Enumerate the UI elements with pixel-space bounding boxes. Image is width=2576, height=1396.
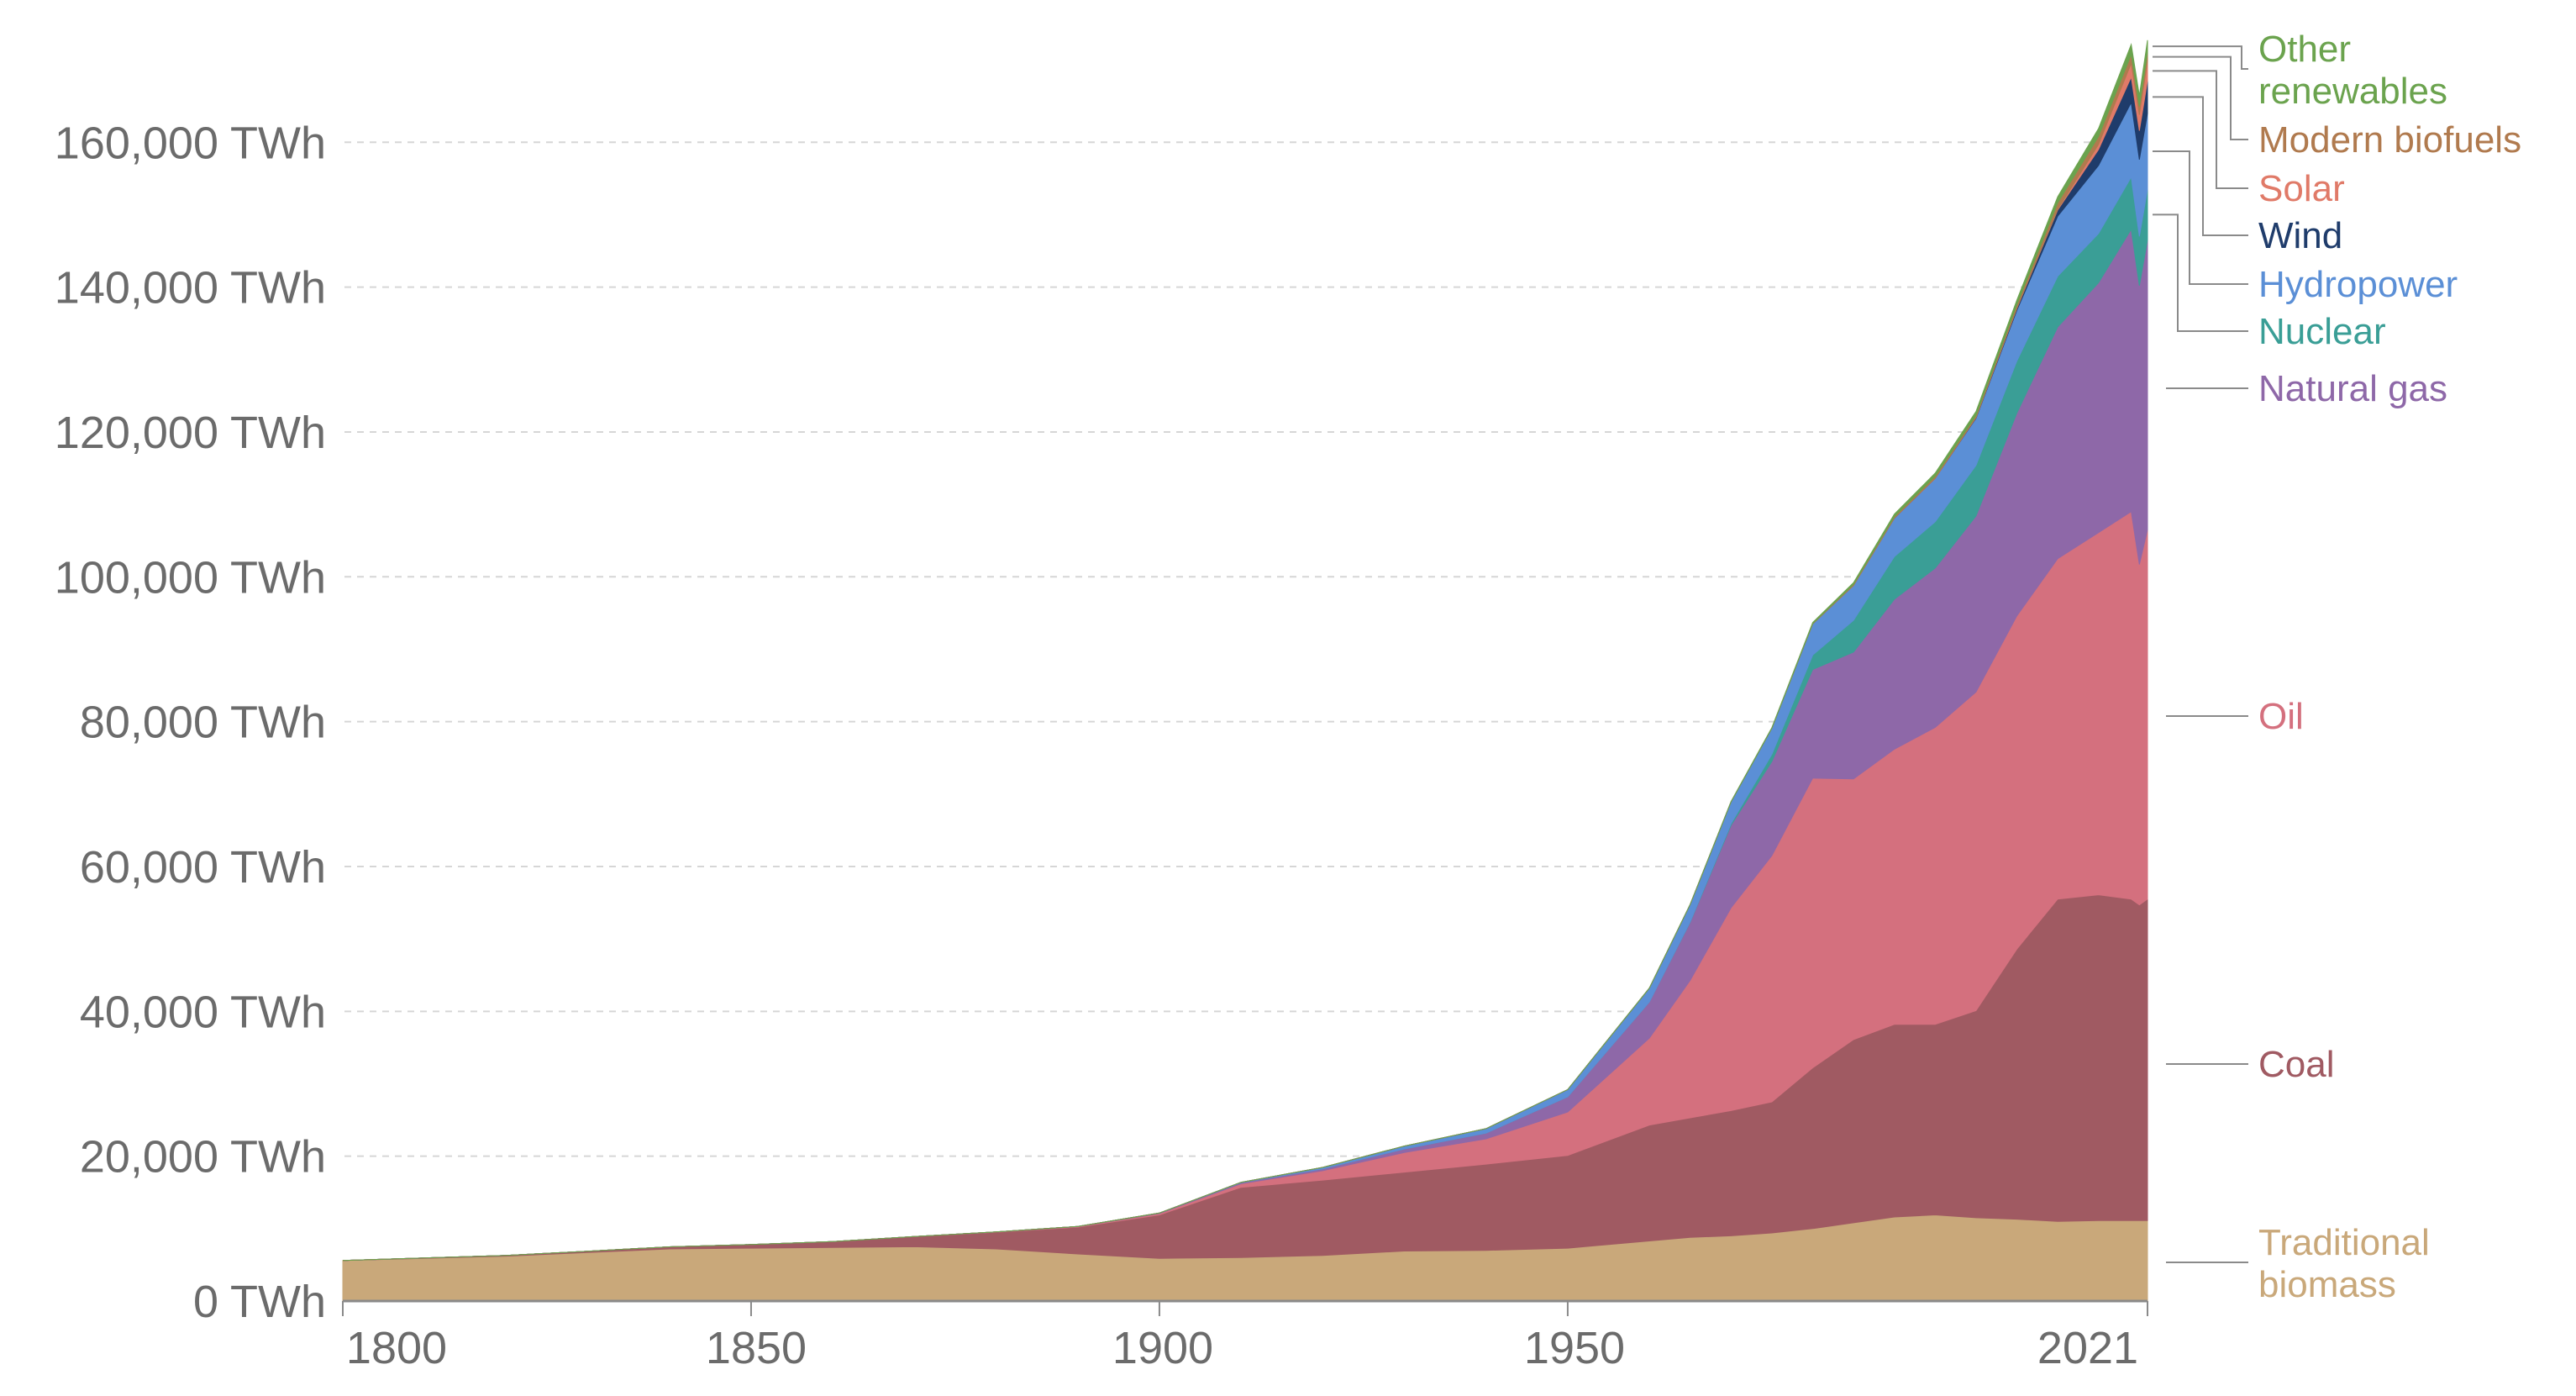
- series-label-hydropower: Hydropower: [2258, 264, 2458, 305]
- area-other-renewables: [342, 40, 2148, 1262]
- series-label-wind: Wind: [2258, 215, 2342, 256]
- series-label-other-renewables: Other: [2258, 29, 2351, 70]
- x-axis: 1800 1850 1900 1950 2021: [342, 1299, 2148, 1373]
- y-tick-label: 20,000 TWh: [80, 1132, 326, 1183]
- series-label-oil: Oil: [2258, 696, 2304, 737]
- y-axis: 0 TWh 20,000 TWh 40,000 TWh 60,000 TWh 80,00…: [55, 118, 326, 1327]
- y-tick-label: 120,000 TWh: [55, 408, 326, 458]
- stacked-areas: [342, 40, 2148, 1302]
- leader-line-wind: [2153, 96, 2248, 236]
- y-tick-label: 80,000 TWh: [80, 698, 326, 748]
- x-tick-label: 1850: [706, 1323, 807, 1373]
- y-tick-label: 60,000 TWh: [80, 842, 326, 893]
- y-tick-label: 160,000 TWh: [55, 118, 326, 168]
- leader-line-other-renewables: [2153, 45, 2248, 70]
- series-label-other-renewables: renewables: [2258, 71, 2447, 112]
- y-tick-label: 100,000 TWh: [55, 552, 326, 603]
- series-label-traditional-biomass: Traditional: [2258, 1222, 2430, 1263]
- leader-line-solar: [2153, 70, 2248, 189]
- leader-line-hydropower: [2153, 150, 2248, 285]
- series-label-natural-gas: Natural gas: [2258, 368, 2447, 409]
- series-label-traditional-biomass: biomass: [2258, 1264, 2396, 1305]
- series-label-nuclear: Nuclear: [2258, 311, 2386, 352]
- y-tick-label: 40,000 TWh: [80, 987, 326, 1037]
- y-tick-label: 140,000 TWh: [55, 263, 326, 313]
- series-label-coal: Coal: [2258, 1044, 2335, 1085]
- leader-line-nuclear: [2153, 213, 2248, 332]
- x-tick-label: 1950: [1524, 1323, 1625, 1373]
- series-label-solar: Solar: [2258, 168, 2345, 209]
- y-tick-label: 0 TWh: [193, 1277, 326, 1327]
- x-tick-label: 1900: [1112, 1323, 1213, 1373]
- x-tick-label: 2021: [2037, 1323, 2138, 1373]
- x-tick-label: 1800: [346, 1323, 447, 1373]
- series-label-modern-biofuels: Modern biofuels: [2258, 119, 2521, 161]
- leader-line-modern-biofuels: [2153, 55, 2248, 140]
